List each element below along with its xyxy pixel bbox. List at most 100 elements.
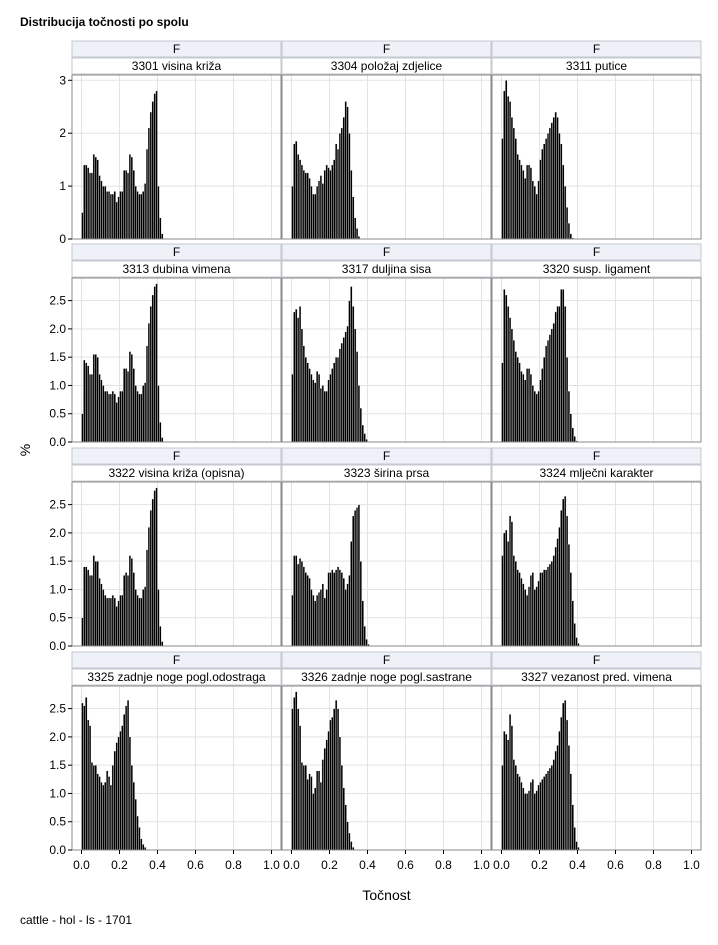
histogram-bar — [552, 323, 555, 443]
histogram-bar — [298, 306, 302, 443]
panel-strip-sex: F — [593, 42, 600, 56]
histogram-bar — [516, 356, 519, 443]
panel-strip-sex: F — [383, 42, 390, 56]
histogram-bar — [539, 159, 542, 240]
histogram-bar — [323, 390, 326, 443]
histogram-bar — [157, 385, 160, 443]
histogram-bar — [354, 217, 357, 240]
histogram-bar — [144, 183, 147, 240]
histogram-bar — [300, 762, 304, 851]
histogram-bar — [535, 393, 538, 443]
panel-frame — [281, 481, 492, 647]
histogram-bar — [346, 325, 349, 443]
histogram-bar — [161, 233, 164, 240]
histogram-bar — [94, 354, 97, 443]
panel-frame — [281, 685, 492, 851]
histogram-bar — [537, 784, 540, 851]
x-tick-label: 0.2 — [531, 858, 548, 872]
histogram-bar — [546, 566, 550, 647]
histogram-bar — [541, 368, 544, 443]
histogram-bar — [527, 586, 531, 647]
histogram-bar — [136, 815, 139, 851]
histogram-bar — [102, 385, 105, 443]
histogram-bar — [310, 589, 313, 647]
histogram-bar — [90, 373, 94, 443]
histogram-bar — [119, 191, 122, 240]
histogram-bar — [520, 371, 523, 443]
histogram-bar — [94, 156, 97, 240]
histogram-bar — [106, 770, 109, 851]
histogram-bar — [310, 185, 313, 240]
histogram-bar — [102, 784, 105, 851]
panel-strip-trait: 3325 zadnje noge pogl.odostraga — [87, 670, 265, 684]
histogram-bar — [113, 191, 116, 240]
panel-strip-sex-bg — [71, 651, 282, 669]
histogram-bar — [503, 289, 506, 443]
histogram-bar — [123, 575, 126, 647]
histogram-bar — [140, 597, 143, 647]
histogram-bar — [304, 172, 307, 240]
histogram-bar — [119, 390, 122, 443]
histogram-bar — [503, 532, 506, 647]
histogram-bar — [126, 575, 130, 647]
histogram-bar — [302, 566, 305, 647]
histogram-bar — [361, 424, 364, 443]
histogram-bar — [573, 623, 576, 647]
histogram-bar — [545, 138, 548, 240]
histogram-bar — [533, 390, 536, 443]
histogram-bar — [138, 827, 141, 851]
panel-strip-trait: 3323 širina prsa — [344, 466, 430, 480]
histogram-bar — [550, 764, 553, 851]
histogram-bar — [524, 793, 527, 851]
histogram-bar — [564, 699, 567, 851]
panel-frame — [71, 685, 282, 851]
histogram-bar — [556, 538, 559, 647]
histogram-bar — [505, 529, 508, 647]
histogram-bar — [539, 572, 542, 647]
histogram-bar — [520, 164, 523, 240]
histogram-bar — [111, 390, 114, 443]
histogram-bar — [516, 773, 519, 851]
histogram-bar — [363, 433, 366, 443]
histogram-bar — [128, 736, 132, 851]
histogram-bar — [554, 311, 557, 443]
histogram-bar — [119, 594, 122, 647]
histogram-bar — [531, 385, 534, 443]
histogram-bar — [537, 580, 540, 647]
histogram-bar — [302, 170, 305, 240]
histogram-bar — [535, 193, 538, 240]
x-tick-label: 0.0 — [73, 858, 90, 872]
histogram-bar — [126, 172, 130, 240]
panel-frame — [71, 277, 282, 443]
chart-title: Distribucija točnosti po spolu — [20, 15, 189, 29]
histogram-bar — [81, 413, 84, 443]
histogram-bar — [567, 390, 571, 443]
histogram-bar — [83, 705, 86, 851]
histogram-bar — [113, 597, 116, 647]
histogram-bar — [554, 750, 557, 851]
histogram-bar — [308, 577, 311, 647]
x-axis-label: Točnost — [362, 887, 410, 903]
x-tick-label: 0.8 — [435, 858, 452, 872]
histogram-bar — [562, 498, 565, 647]
histogram-bar — [336, 708, 340, 851]
histogram-bar — [565, 356, 569, 443]
histogram-bar — [571, 804, 574, 851]
histogram-bar — [505, 294, 508, 443]
histogram-bar — [87, 569, 90, 647]
histogram-bar — [352, 196, 355, 240]
panel-strip-sex-bg — [491, 40, 702, 58]
histogram-bar — [123, 368, 126, 443]
histogram-bar — [293, 311, 296, 443]
histogram-bar — [562, 164, 565, 240]
histogram-bar — [348, 575, 351, 647]
histogram-bar — [293, 697, 296, 851]
panel-strip-sex-bg — [71, 243, 282, 261]
y-axis-label: % — [17, 444, 33, 456]
histogram-bar — [543, 569, 546, 647]
histogram-bar — [333, 159, 336, 240]
y-tick-label: 1.5 — [49, 350, 66, 364]
histogram-bar — [545, 345, 548, 443]
histogram-bar — [295, 691, 298, 851]
histogram-bar — [300, 560, 304, 647]
